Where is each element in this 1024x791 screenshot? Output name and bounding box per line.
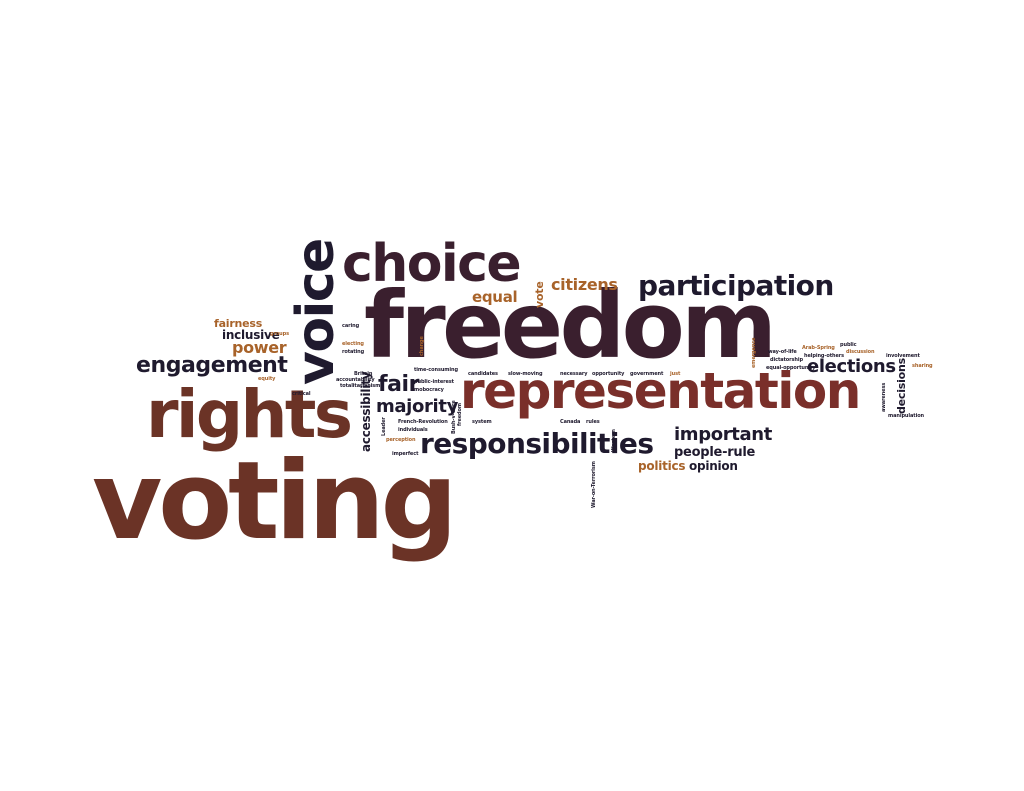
word-politics: politics [638, 459, 686, 473]
word-vote: vote [533, 281, 546, 308]
word-critical: critical [292, 391, 311, 397]
word-decisions: decisions [895, 358, 908, 414]
word-dictatorship: dictatorship [770, 357, 803, 363]
word-people-rule: people-rule [674, 445, 756, 460]
word-majority: majority [376, 396, 458, 417]
word-system: system [472, 419, 492, 425]
word-voice: voice [286, 239, 346, 385]
word-way-of-life: way-of-life [768, 349, 797, 355]
word-equal: equal [472, 288, 518, 306]
word-arab-spring: Arab-Spring [802, 345, 835, 351]
word-helping-others: helping-others [804, 353, 844, 359]
word-discussion: discussion [846, 349, 875, 355]
word-rotating: rotating [342, 349, 365, 355]
word-representation: representation [460, 362, 861, 420]
word-involvement: involvement [886, 353, 920, 359]
word-time-consuming: time-consuming [414, 367, 458, 373]
word-totalitarianism: totalitarianism [340, 383, 381, 389]
word-inclusive: inclusive [222, 328, 280, 342]
word-manipulation: manipulation [888, 413, 924, 419]
word-important: important [674, 424, 772, 445]
word-elections: elections [807, 356, 896, 377]
word-fair: fair [378, 372, 420, 397]
word-western: Western [611, 429, 617, 452]
word-caring: caring [342, 323, 360, 329]
word-power: power [232, 338, 287, 357]
word-freedom: freedom [364, 272, 777, 379]
word-leader: Leader [381, 417, 387, 436]
word-fairness: fairness [214, 317, 263, 330]
word-mobocracy: mobocracy [414, 387, 444, 393]
word-slow-moving: slow-moving [508, 371, 543, 377]
word-public: public [840, 342, 857, 348]
word-perception: perception [386, 437, 416, 443]
word-just: just [670, 371, 681, 377]
word-groups: groups [270, 331, 289, 337]
word-rules: rules [586, 419, 600, 425]
word-awareness: awareness [881, 382, 887, 412]
word-war-on-terrorism: War-on-Terrorism [591, 461, 597, 508]
word-participation: participation [638, 269, 834, 302]
word-voting: voting [92, 439, 458, 564]
word-choice: choice [342, 234, 522, 294]
word-opportunity: opportunity [592, 371, 625, 377]
word-responsibilities: responsibilities [420, 427, 654, 460]
word-equity: equity [258, 376, 276, 382]
word-electing: electing [342, 341, 364, 347]
word-britain: Britain [354, 371, 373, 377]
word-equal-opportunity: equal-opportunity [766, 365, 816, 371]
word-change: change [419, 336, 425, 356]
word-sharing: sharing [912, 363, 933, 369]
word-emergence: emergence [751, 337, 757, 368]
word-rights: rights [146, 376, 353, 453]
word-accountability: accountability [336, 377, 375, 383]
word-individuals: individuals [398, 427, 428, 433]
word-opinion: opinion [689, 459, 738, 473]
word-canada: Canada [560, 419, 581, 425]
word-government: government [630, 371, 664, 377]
word-engagement: engagement [136, 353, 288, 378]
word-imperfect: imperfect [392, 451, 419, 457]
word-french-revolution: French-Revolution [398, 419, 448, 425]
word-freedom-small: freedom [457, 403, 463, 426]
word-public-interest: public-interest [414, 379, 454, 385]
word-citizens: citizens [551, 275, 618, 294]
word-necessary: necessary [560, 371, 588, 377]
word-candidates: candidates [468, 371, 498, 377]
